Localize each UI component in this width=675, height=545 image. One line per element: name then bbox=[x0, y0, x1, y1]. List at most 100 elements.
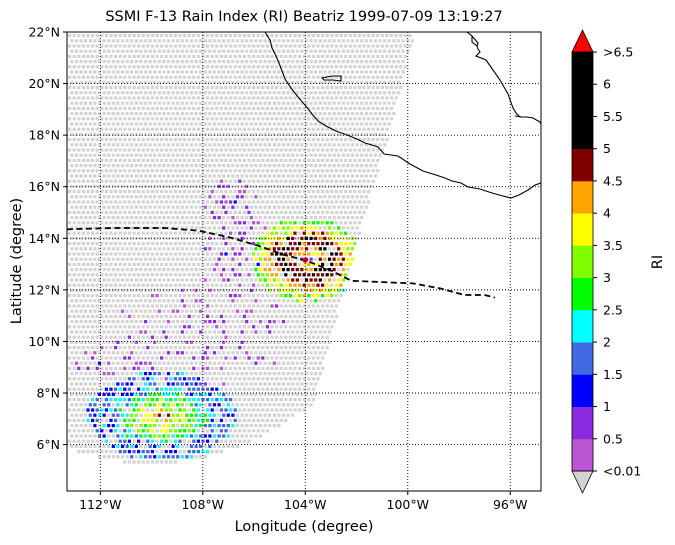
swath-pixel bbox=[79, 112, 83, 116]
swath-pixel bbox=[396, 80, 401, 84]
swath-pixel bbox=[307, 127, 311, 131]
swath-pixel bbox=[217, 236, 221, 240]
swath-pixel bbox=[288, 179, 292, 183]
swath-pixel bbox=[189, 247, 194, 251]
swath-pixel bbox=[300, 330, 304, 334]
swath-pixel bbox=[111, 268, 115, 272]
swath-pixel bbox=[298, 138, 302, 142]
swath-pixel bbox=[369, 164, 373, 168]
swath-pixel bbox=[104, 158, 108, 162]
swath-pixel bbox=[304, 101, 309, 105]
swath-pixel bbox=[100, 190, 104, 194]
swath-pixel bbox=[134, 257, 138, 261]
swath-pixel bbox=[93, 122, 97, 126]
swath-pixel bbox=[185, 278, 189, 282]
swath-pixel bbox=[355, 216, 359, 220]
swath-pixel bbox=[323, 320, 327, 324]
swath-pixel bbox=[137, 346, 141, 350]
swath-pixel bbox=[183, 169, 187, 173]
swath-pixel bbox=[245, 372, 249, 376]
swath-pixel bbox=[208, 361, 212, 365]
swath-pixel bbox=[238, 356, 242, 360]
swath-pixel bbox=[314, 340, 318, 344]
swath-pixel bbox=[323, 60, 327, 64]
swath-pixel bbox=[337, 299, 341, 303]
swath-pixel bbox=[318, 299, 322, 303]
swath-pixel bbox=[245, 413, 249, 417]
swath-pixel bbox=[302, 210, 306, 214]
swath-pixel bbox=[318, 226, 322, 230]
swath-pixel bbox=[357, 54, 361, 58]
swath-pixel bbox=[208, 60, 212, 64]
swath-pixel bbox=[95, 44, 99, 48]
swath-pixel bbox=[114, 138, 118, 142]
swath-pixel bbox=[68, 398, 72, 402]
swath-pixel bbox=[311, 304, 315, 308]
swath-pixel bbox=[183, 106, 187, 110]
swath-pixel bbox=[70, 309, 74, 313]
swath-pixel bbox=[95, 387, 99, 391]
swath-pixel bbox=[222, 288, 226, 292]
swath-pixel bbox=[132, 117, 136, 121]
swath-pixel bbox=[107, 236, 111, 240]
swath-pixel bbox=[252, 169, 256, 173]
swath-pixel bbox=[79, 101, 83, 105]
swath-pixel bbox=[309, 91, 313, 95]
swath-pixel bbox=[125, 278, 129, 282]
swath-pixel bbox=[394, 96, 398, 100]
swath-pixel bbox=[196, 356, 200, 360]
swath-pixel bbox=[132, 158, 136, 162]
swath-pixel bbox=[240, 153, 244, 157]
swath-pixel bbox=[307, 304, 311, 308]
swath-pixel bbox=[79, 434, 83, 438]
swath-pixel bbox=[88, 153, 92, 157]
swath-pixel bbox=[132, 127, 136, 131]
swath-pixel bbox=[240, 49, 244, 53]
swath-pixel bbox=[373, 60, 378, 64]
swath-pixel bbox=[139, 247, 143, 251]
swath-pixel bbox=[153, 320, 157, 324]
swath-pixel bbox=[97, 309, 102, 313]
swath-pixel bbox=[348, 117, 352, 121]
swath-pixel bbox=[77, 138, 81, 142]
swath-pixel bbox=[309, 351, 313, 355]
swath-pixel bbox=[72, 294, 76, 298]
swath-pixel bbox=[143, 39, 148, 43]
swath-pixel bbox=[157, 70, 161, 74]
swath-pixel bbox=[258, 195, 263, 199]
swath-pixel bbox=[249, 340, 253, 344]
swath-pixel bbox=[254, 382, 258, 386]
swath-pixel bbox=[199, 205, 203, 209]
swath-pixel bbox=[150, 325, 154, 329]
swath-pixel bbox=[130, 91, 134, 95]
swath-pixel bbox=[337, 143, 341, 147]
swath-pixel bbox=[258, 413, 263, 417]
swath-pixel bbox=[100, 179, 104, 183]
swath-pixel bbox=[353, 169, 357, 173]
swath-pixel bbox=[164, 44, 168, 48]
swath-pixel bbox=[252, 335, 256, 339]
swath-pixel bbox=[256, 210, 260, 214]
swath-pixel bbox=[318, 132, 322, 136]
swath-pixel bbox=[238, 200, 242, 204]
swath-pixel bbox=[371, 138, 375, 142]
swath-pixel bbox=[155, 210, 159, 214]
swath-pixel bbox=[93, 112, 97, 116]
swath-pixel bbox=[155, 325, 159, 329]
swath-pixel bbox=[346, 101, 350, 105]
swath-pixel bbox=[70, 205, 74, 209]
swath-pixel bbox=[160, 366, 164, 370]
swath-pixel bbox=[226, 205, 230, 209]
swath-pixel bbox=[238, 325, 242, 329]
swath-pixel bbox=[332, 164, 336, 168]
swath-pixel bbox=[146, 283, 150, 287]
swath-pixel bbox=[371, 148, 375, 152]
swath-pixel bbox=[81, 304, 85, 308]
swath-pixel bbox=[291, 216, 295, 220]
swath-pixel bbox=[155, 346, 159, 350]
swath-pixel bbox=[95, 200, 99, 204]
swath-pixel bbox=[383, 80, 387, 84]
swath-pixel bbox=[150, 231, 154, 235]
swath-pixel bbox=[284, 106, 288, 110]
swath-pixel bbox=[86, 221, 90, 225]
